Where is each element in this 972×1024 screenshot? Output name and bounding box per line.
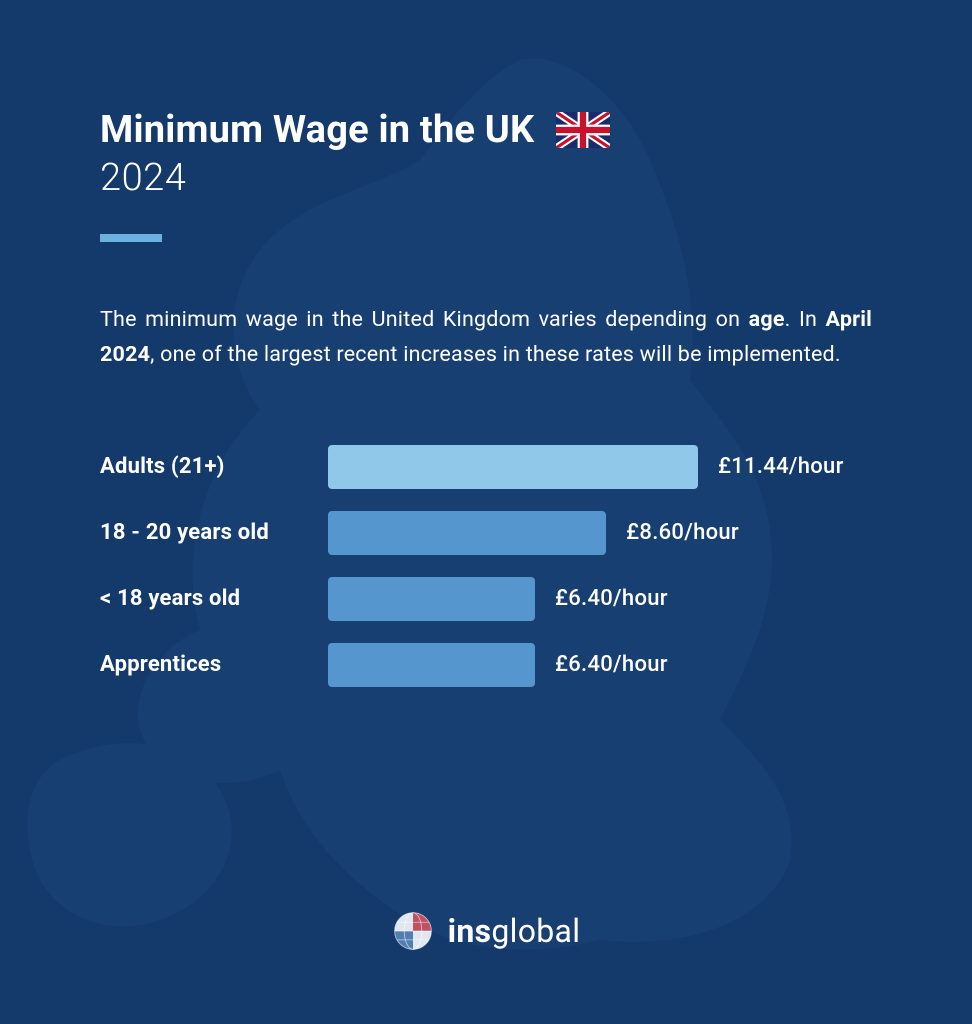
chart-bar-wrap: £6.40/hour bbox=[328, 643, 872, 687]
brand-suffix: global bbox=[491, 912, 580, 950]
desc-part-2: . In bbox=[785, 307, 826, 332]
desc-bold-1: age bbox=[749, 307, 785, 332]
footer-brand: insglobal bbox=[0, 910, 972, 952]
page-title: Minimum Wage in the UK bbox=[100, 108, 534, 152]
chart-row: Adults (21+) £11.44/hour bbox=[100, 445, 872, 489]
chart-row-label: Apprentices bbox=[100, 652, 328, 677]
globe-icon bbox=[392, 910, 434, 952]
chart-row-label: Adults (21+) bbox=[100, 454, 328, 479]
chart-bar-wrap: £6.40/hour bbox=[328, 577, 872, 621]
uk-flag-icon bbox=[556, 112, 610, 148]
chart-bar bbox=[328, 511, 606, 555]
brand-prefix: ins bbox=[448, 912, 492, 950]
chart-row-value: £6.40/hour bbox=[555, 652, 668, 677]
chart-row-value: £11.44/hour bbox=[718, 454, 844, 479]
chart-bar-wrap: £8.60/hour bbox=[328, 511, 872, 555]
chart-bar bbox=[328, 445, 698, 489]
chart-row-value: £6.40/hour bbox=[555, 586, 668, 611]
chart-bar bbox=[328, 643, 535, 687]
desc-part-3: , one of the largest recent increases in… bbox=[150, 342, 841, 367]
page-subtitle-year: 2024 bbox=[100, 156, 872, 200]
chart-row: 18 - 20 years old £8.60/hour bbox=[100, 511, 872, 555]
chart-row: Apprentices £6.40/hour bbox=[100, 643, 872, 687]
chart-row: < 18 years old £6.40/hour bbox=[100, 577, 872, 621]
chart-bar-wrap: £11.44/hour bbox=[328, 445, 872, 489]
chart-bar bbox=[328, 577, 535, 621]
chart-row-value: £8.60/hour bbox=[626, 520, 739, 545]
desc-part-1: The minimum wage in the United Kingdom v… bbox=[100, 307, 749, 332]
footer-brand-name: insglobal bbox=[448, 912, 581, 950]
wage-bar-chart: Adults (21+) £11.44/hour 18 - 20 years old… bbox=[100, 445, 872, 687]
chart-row-label: < 18 years old bbox=[100, 586, 328, 611]
chart-row-label: 18 - 20 years old bbox=[100, 520, 328, 545]
title-row: Minimum Wage in the UK bbox=[100, 108, 872, 152]
description-text: The minimum wage in the United Kingdom v… bbox=[100, 302, 872, 373]
accent-underline bbox=[100, 234, 162, 242]
